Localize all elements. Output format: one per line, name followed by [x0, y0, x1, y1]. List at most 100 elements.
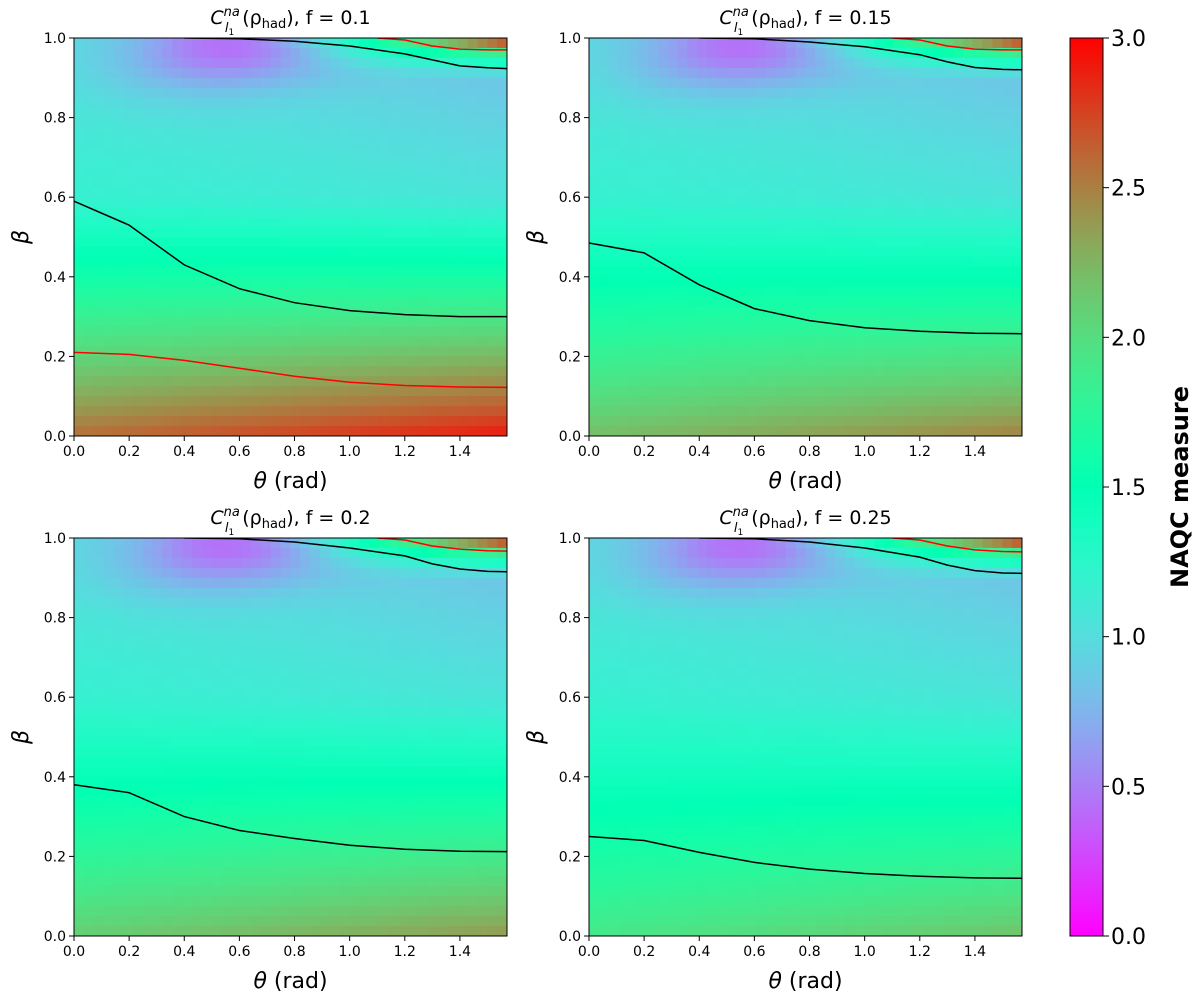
- heatmap-cell: [300, 607, 311, 619]
- heatmap-cell: [113, 87, 124, 99]
- heatmap-cell: [598, 396, 610, 407]
- heatmap-cell: [589, 426, 600, 436]
- heatmap-cell: [142, 547, 154, 559]
- heatmap-cell: [329, 276, 341, 288]
- heatmap-cell: [795, 38, 807, 49]
- heatmap-cell: [113, 246, 124, 258]
- heatmap-cell: [864, 77, 875, 89]
- heatmap-cell: [805, 316, 816, 328]
- heatmap-cell: [339, 597, 351, 609]
- heatmap-cell: [369, 47, 380, 59]
- heatmap-cell: [123, 256, 134, 268]
- heatmap-cell: [766, 266, 777, 278]
- heatmap-cell: [1002, 246, 1013, 258]
- heatmap-cell: [300, 647, 311, 658]
- heatmap-cell: [359, 276, 370, 288]
- heatmap-cell: [844, 38, 856, 49]
- heatmap-cell: [83, 677, 95, 688]
- heatmap-cell: [795, 256, 807, 268]
- y-tick-label: 0.8: [559, 111, 581, 127]
- heatmap-cell: [408, 426, 420, 436]
- heatmap-cell: [903, 256, 915, 268]
- heatmap-cell: [74, 557, 85, 569]
- heatmap-cell: [300, 207, 311, 218]
- heatmap-cell: [231, 746, 242, 758]
- heatmap-cell: [300, 306, 311, 318]
- heatmap-cell: [697, 87, 708, 99]
- heatmap-cell: [388, 746, 400, 758]
- heatmap-cell: [854, 107, 866, 119]
- heatmap-cell: [408, 187, 420, 198]
- heatmap-cell: [428, 746, 439, 758]
- heatmap-cell: [251, 47, 262, 59]
- heatmap-cell: [962, 117, 974, 129]
- heatmap-cell: [339, 256, 351, 268]
- heatmap-cell: [241, 38, 252, 49]
- heatmap-cell: [103, 677, 114, 688]
- heatmap-cell: [320, 637, 331, 649]
- heatmap-cell: [447, 547, 459, 559]
- heatmap-cell: [467, 366, 479, 377]
- heatmap-cell: [657, 426, 669, 436]
- heatmap-cell: [142, 836, 154, 848]
- heatmap-cell: [300, 687, 311, 698]
- heatmap-cell: [746, 336, 757, 348]
- heatmap-cell: [657, 197, 669, 208]
- heatmap-cell: [398, 657, 410, 668]
- title-symbol: C: [210, 7, 224, 29]
- heatmap-cell: [864, 38, 875, 49]
- heatmap-cell: [192, 237, 203, 248]
- heatmap-cell: [418, 796, 429, 808]
- heatmap-cell: [903, 57, 915, 69]
- heatmap-cell: [716, 87, 728, 99]
- heatmap-cell: [192, 97, 203, 109]
- heatmap-cell: [329, 657, 341, 668]
- heatmap-cell: [123, 276, 134, 288]
- heatmap-cell: [201, 836, 213, 848]
- heatmap-cell: [962, 227, 974, 238]
- heatmap-cell: [467, 296, 479, 308]
- heatmap-cell: [638, 67, 649, 79]
- heatmap-cell: [369, 637, 380, 649]
- heatmap-cell: [408, 727, 420, 738]
- heatmap-cell: [201, 67, 213, 79]
- heatmap-cell: [716, 386, 728, 397]
- heatmap-cell: [251, 737, 262, 748]
- heatmap-cell: [339, 38, 351, 49]
- heatmap-cell: [428, 547, 439, 559]
- heatmap-cell: [320, 376, 331, 387]
- heatmap-cell: [687, 386, 698, 397]
- heatmap-cell: [182, 276, 193, 288]
- heatmap-cell: [300, 426, 311, 436]
- heatmap-cell: [864, 197, 875, 208]
- heatmap-cell: [123, 227, 134, 238]
- heatmap-cell: [142, 637, 154, 649]
- heatmap-cell: [290, 157, 301, 168]
- title-superscript: na: [224, 5, 240, 20]
- heatmap-cell: [388, 256, 400, 268]
- heatmap-cell: [447, 137, 459, 149]
- heatmap-cell: [172, 547, 183, 559]
- heatmap-cell: [211, 776, 223, 788]
- heatmap-cell: [894, 306, 905, 318]
- heatmap-cell: [152, 707, 164, 718]
- heatmap-cell: [835, 356, 846, 367]
- heatmap-cell: [805, 246, 816, 258]
- heatmap-cell: [447, 266, 459, 278]
- heatmap-cell: [943, 137, 954, 149]
- heatmap-cell: [152, 756, 164, 768]
- heatmap-cell: [290, 597, 301, 609]
- heatmap-cell: [953, 107, 964, 119]
- heatmap-cell: [310, 346, 321, 357]
- heatmap-cell: [667, 406, 679, 417]
- heatmap-cell: [992, 227, 1003, 238]
- heatmap-cell: [339, 87, 351, 99]
- heatmap-cell: [369, 667, 380, 678]
- heatmap-cell: [628, 187, 639, 198]
- heatmap-cell: [388, 157, 400, 168]
- heatmap-cell: [133, 137, 144, 149]
- heatmap-cell: [467, 717, 479, 728]
- heatmap-cell: [93, 306, 105, 318]
- heatmap-cell: [211, 286, 223, 298]
- heatmap-cell: [408, 296, 420, 308]
